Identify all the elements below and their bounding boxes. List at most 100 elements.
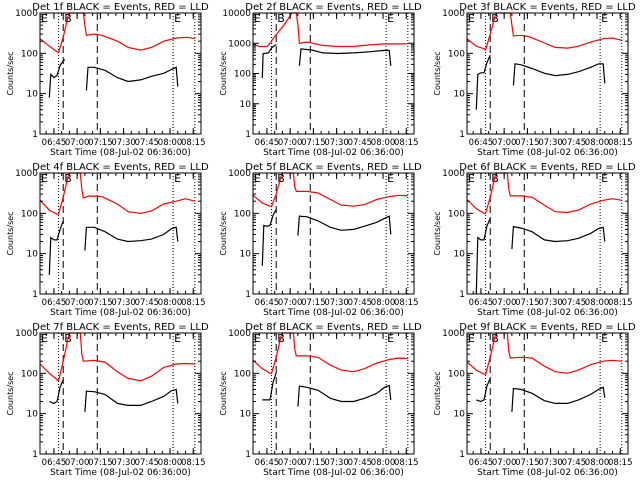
y-tick-label: 1000 <box>15 9 38 19</box>
marker-label: E <box>41 12 48 25</box>
plot-frame <box>466 332 629 455</box>
marker-label: E <box>601 172 608 185</box>
x-tick-label: 08:00 <box>585 458 610 468</box>
x-tick-label: 06:45 <box>42 138 67 148</box>
x-tick-label: 08:15 <box>394 458 419 468</box>
y-tick-label: 100 <box>234 369 251 379</box>
panel-title: Det 4f BLACK = Events, RED = LLD <box>32 162 209 173</box>
x-tick-label: 06:45 <box>255 298 280 308</box>
events-series-line <box>511 386 606 413</box>
lld-series-line <box>252 332 408 374</box>
y-tick-label: 1 <box>245 130 251 140</box>
marker-label: E <box>387 172 394 185</box>
y-tick-label: 100 <box>21 49 38 59</box>
x-tick-label: 07:30 <box>324 138 349 148</box>
x-axis-title: Start Time (08-Jul-02 06:36:00) <box>477 148 618 158</box>
x-tick-label: 08:15 <box>608 138 633 148</box>
x-tick-label: 07:15 <box>88 138 113 148</box>
x-tick-label: 07:45 <box>348 138 373 148</box>
x-tick-label: 07:45 <box>135 138 160 148</box>
x-tick-label: 08:15 <box>181 138 206 148</box>
x-tick-label: 06:45 <box>42 458 67 468</box>
x-tick-label: 07:15 <box>301 298 326 308</box>
x-tick-label: 07:45 <box>135 298 160 308</box>
y-tick-label: 1 <box>32 450 38 460</box>
x-tick-label: 07:45 <box>562 458 587 468</box>
marker-label: E <box>254 12 261 25</box>
x-tick-label: 07:00 <box>65 138 90 148</box>
x-tick-label: 07:30 <box>111 458 136 468</box>
events-series-line <box>84 226 179 251</box>
x-tick-label: 07:00 <box>65 458 90 468</box>
plot-frame <box>252 172 415 295</box>
panel-title: Det 5f BLACK = Events, RED = LLD <box>245 162 422 173</box>
y-tick-label: 10 <box>27 90 39 100</box>
y-tick-label: 1000 <box>442 9 465 19</box>
events-series-line <box>85 66 179 91</box>
y-tick-label: 10 <box>27 250 39 260</box>
lld-series-line <box>252 172 408 207</box>
x-tick-label: 07:45 <box>135 458 160 468</box>
x-tick-label: 08:00 <box>371 298 396 308</box>
y-tick-label: 1000 <box>228 169 251 179</box>
events-series-line <box>475 218 491 295</box>
x-tick-label: 07:15 <box>88 298 113 308</box>
x-tick-label: 06:45 <box>469 458 494 468</box>
x-axis-title: Start Time (08-Jul-02 06:36:00) <box>477 468 618 478</box>
y-tick-label: 10 <box>240 100 252 110</box>
x-tick-label: 07:30 <box>538 298 563 308</box>
y-tick-label: 10 <box>27 410 39 420</box>
y-tick-label: 1 <box>245 450 251 460</box>
events-series-line <box>261 209 277 266</box>
x-tick-label: 07:30 <box>538 458 563 468</box>
y-tick-label: 1000 <box>15 169 38 179</box>
plot-frame <box>466 12 629 135</box>
marker-label: E <box>41 332 48 345</box>
x-axis-title: Start Time (08-Jul-02 06:36:00) <box>263 468 404 478</box>
x-tick-label: 07:00 <box>492 458 517 468</box>
y-tick-label: 1000 <box>442 329 465 339</box>
x-tick-label: 08:15 <box>608 458 633 468</box>
y-tick-label: 10 <box>454 90 466 100</box>
marker-label: B <box>277 12 285 25</box>
y-axis-title: Counts/sec <box>433 211 442 255</box>
x-tick-label: 06:45 <box>42 298 67 308</box>
x-tick-label: 07:15 <box>515 138 540 148</box>
panel-title: Det 9f BLACK = Events, RED = LLD <box>459 322 636 333</box>
x-tick-label: 07:00 <box>278 138 303 148</box>
x-axis-title: Start Time (08-Jul-02 06:36:00) <box>477 308 618 318</box>
events-series-line <box>475 54 491 110</box>
x-tick-label: 07:45 <box>562 138 587 148</box>
marker-label: E <box>601 332 608 345</box>
y-tick-label: 100 <box>21 369 38 379</box>
y-axis-title: Counts/sec <box>219 371 228 415</box>
plot-frame <box>39 172 202 295</box>
y-axis-title: Counts/sec <box>6 211 15 255</box>
x-tick-label: 07:00 <box>492 138 517 148</box>
marker-label: E <box>254 172 261 185</box>
marker-label: E <box>601 12 608 25</box>
x-tick-label: 07:45 <box>348 298 373 308</box>
x-tick-label: 08:00 <box>371 458 396 468</box>
events-series-line <box>49 379 64 405</box>
events-series-line <box>512 63 606 86</box>
x-axis-title: Start Time (08-Jul-02 06:36:00) <box>50 308 191 318</box>
panel-title: Det 6f BLACK = Events, RED = LLD <box>459 162 636 173</box>
events-series-line <box>511 225 606 250</box>
plot-frame <box>39 332 202 455</box>
y-tick-label: 10 <box>240 410 252 420</box>
marker-label: E <box>174 12 181 25</box>
x-tick-label: 07:30 <box>111 138 136 148</box>
y-tick-label: 1 <box>459 290 465 300</box>
y-tick-label: 1 <box>32 130 38 140</box>
marker-label: E <box>468 172 475 185</box>
y-tick-label: 1 <box>459 450 465 460</box>
panel-title: Det 7f BLACK = Events, RED = LLD <box>32 322 209 333</box>
x-tick-label: 08:00 <box>158 298 183 308</box>
